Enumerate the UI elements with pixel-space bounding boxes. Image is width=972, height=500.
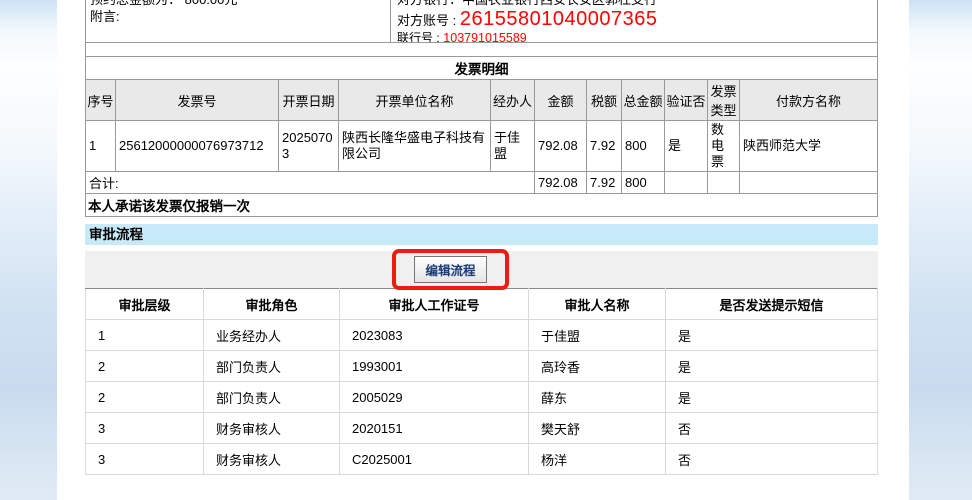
cell-role: 部门负责人 bbox=[203, 381, 340, 413]
form-content: 预约总金额为： 800.00元 附言: 对方银行：中国农业银行西安长安区郭杜支行… bbox=[85, 0, 878, 475]
cell-invoice-number: 25612000000076973712 bbox=[115, 120, 279, 172]
cell-payer-name: 陕西师范大学 bbox=[739, 120, 878, 172]
invoice-table-title-row: 发票明细 bbox=[85, 56, 878, 80]
cell-tax: 7.92 bbox=[586, 120, 622, 172]
header-cell: 发票类型 bbox=[707, 79, 740, 121]
account-number: 26155801040007365 bbox=[459, 8, 658, 30]
approval-row: 3 财务审核人 C2025001 杨洋 否 bbox=[85, 443, 878, 475]
header-cell: 总金额 bbox=[621, 79, 665, 121]
cell-approver-name: 于佳盟 bbox=[528, 319, 666, 351]
header-cell: 经办人 bbox=[490, 79, 535, 121]
cell-sms-flag: 是 bbox=[665, 350, 878, 382]
account-label: 对方账号 : bbox=[397, 13, 457, 28]
annotation-box: 编辑流程 bbox=[392, 249, 509, 290]
cell-sms-flag: 是 bbox=[665, 319, 878, 351]
cell-amount: 792.08 bbox=[534, 120, 587, 172]
approval-header-row: 审批层级 审批角色 审批人工作证号 审批人名称 是否发送提示短信 bbox=[85, 288, 878, 320]
header-cell: 开票单位名称 bbox=[338, 79, 491, 121]
approval-row: 2 部门负责人 2005029 薛东 是 bbox=[85, 381, 878, 413]
header-cell: 付款方名称 bbox=[739, 79, 878, 121]
approval-row: 1 业务经办人 2023083 于佳盟 是 bbox=[85, 319, 878, 351]
approval-section-title: 审批流程 bbox=[85, 224, 878, 245]
cell-approver-id: C2025001 bbox=[339, 443, 529, 475]
promise-statement: 本人承诺该发票仅报销一次 bbox=[85, 193, 878, 217]
header-cell: 审批层级 bbox=[85, 288, 204, 320]
approval-row: 2 部门负责人 1993001 高玲香 是 bbox=[85, 350, 878, 382]
cell-role: 业务经办人 bbox=[203, 319, 340, 351]
header-cell: 验证否 bbox=[664, 79, 708, 121]
cell-approver-name: 杨洋 bbox=[528, 443, 666, 475]
invoice-table-header-row: 序号 发票号 开票日期 开票单位名称 经办人 金额 税额 总金额 验证否 发票类… bbox=[85, 79, 878, 121]
cell-approver-id: 2020151 bbox=[339, 412, 529, 444]
payment-info-right-cell: 对方银行：中国农业银行西安长安区郭杜支行 对方账号 : 261558010400… bbox=[391, 0, 877, 42]
edit-flow-row: 编辑流程 bbox=[85, 249, 878, 290]
reserved-total-amount-line: 预约总金额为： 800.00元 bbox=[90, 0, 390, 8]
cell-sms-flag: 否 bbox=[665, 443, 878, 475]
cell-verified: 是 bbox=[664, 120, 708, 172]
cell-level: 3 bbox=[85, 412, 204, 444]
cell-seq: 1 bbox=[85, 120, 116, 172]
edit-flow-button[interactable]: 编辑流程 bbox=[414, 256, 487, 283]
total-tax: 7.92 bbox=[586, 171, 622, 194]
cell-handler: 于佳盟 bbox=[490, 120, 535, 172]
cell-role: 财务审核人 bbox=[203, 412, 340, 444]
total-label: 合计: bbox=[85, 171, 535, 194]
cell-approver-id: 2023083 bbox=[339, 319, 529, 351]
cell-approver-id: 2005029 bbox=[339, 381, 529, 413]
cell-sms-flag: 否 bbox=[665, 412, 878, 444]
payment-info-left-cell: 预约总金额为： 800.00元 附言: bbox=[86, 0, 391, 42]
background-strip-left bbox=[0, 0, 57, 500]
cell-invoice-type: 数电票 bbox=[707, 120, 740, 172]
header-cell: 审批人名称 bbox=[528, 288, 666, 320]
cell-approver-id: 1993001 bbox=[339, 350, 529, 382]
cell-approver-name: 樊天舒 bbox=[528, 412, 666, 444]
promise-row: 本人承诺该发票仅报销一次 bbox=[85, 193, 878, 217]
cell-level: 1 bbox=[85, 319, 204, 351]
background-strip-right bbox=[909, 0, 972, 500]
cell-invoice-date: 20250703 bbox=[278, 120, 339, 172]
invoice-total-row: 合计: 792.08 7.92 800 bbox=[85, 171, 878, 194]
bank-code-label: 联行号 : bbox=[397, 31, 440, 42]
invoice-row: 1 25612000000076973712 20250703 陕西长隆华盛电子… bbox=[85, 120, 878, 172]
total-amount: 792.08 bbox=[534, 171, 587, 194]
header-cell: 审批角色 bbox=[203, 288, 340, 320]
invoice-detail-table: 发票明细 序号 发票号 开票日期 开票单位名称 经办人 金额 税额 总金额 验证… bbox=[85, 56, 878, 217]
empty-cell bbox=[707, 171, 740, 194]
cell-approver-name: 高玲香 bbox=[528, 350, 666, 382]
total-sum: 800 bbox=[621, 171, 665, 194]
cell-approver-name: 薛东 bbox=[528, 381, 666, 413]
empty-cell bbox=[739, 171, 878, 194]
header-cell: 开票日期 bbox=[278, 79, 339, 121]
cell-role: 部门负责人 bbox=[203, 350, 340, 382]
header-cell: 发票号 bbox=[115, 79, 279, 121]
bank-code-value: 103791015589 bbox=[443, 31, 527, 42]
approval-table: 审批层级 审批角色 审批人工作证号 审批人名称 是否发送提示短信 1 业务经办人… bbox=[85, 288, 878, 475]
section-gap bbox=[85, 43, 878, 56]
header-cell: 序号 bbox=[85, 79, 116, 121]
cell-role: 财务审核人 bbox=[203, 443, 340, 475]
memo-label: 附言: bbox=[90, 9, 120, 24]
cell-level: 2 bbox=[85, 381, 204, 413]
cell-total: 800 bbox=[621, 120, 665, 172]
bank-code-line: 联行号 : 103791015589 bbox=[397, 32, 877, 42]
header-cell: 金额 bbox=[534, 79, 587, 121]
cell-level: 2 bbox=[85, 350, 204, 382]
approval-row: 3 财务审核人 2020151 樊天舒 否 bbox=[85, 412, 878, 444]
counterparty-account-line: 对方账号 : 26155801040007365 bbox=[397, 8, 877, 32]
empty-cell bbox=[664, 171, 708, 194]
invoice-table-title: 发票明细 bbox=[85, 56, 878, 80]
header-cell: 是否发送提示短信 bbox=[665, 288, 878, 320]
cell-issuer-name: 陕西长隆华盛电子科技有限公司 bbox=[338, 120, 491, 172]
payment-info-section: 预约总金额为： 800.00元 附言: 对方银行：中国农业银行西安长安区郭杜支行… bbox=[85, 0, 878, 43]
counterparty-bank-line: 对方银行：中国农业银行西安长安区郭杜支行 bbox=[397, 0, 877, 8]
cell-level: 3 bbox=[85, 443, 204, 475]
cell-sms-flag: 是 bbox=[665, 381, 878, 413]
header-cell: 审批人工作证号 bbox=[339, 288, 529, 320]
header-cell: 税额 bbox=[586, 79, 622, 121]
